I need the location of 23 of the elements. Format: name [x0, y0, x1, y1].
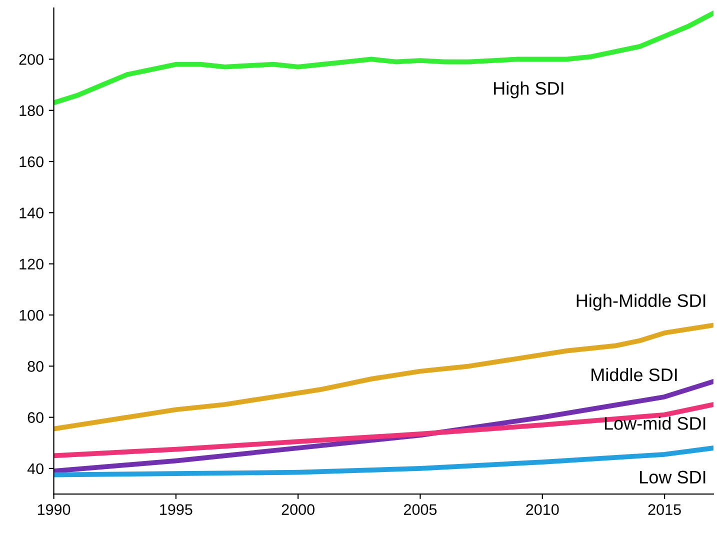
y-tick-label: 80	[28, 361, 44, 372]
y-tick-label: 200	[19, 54, 44, 65]
series-label: High-Middle SDI	[576, 294, 706, 311]
y-tick-label: 100	[20, 310, 44, 321]
series-label: Middle SDI	[592, 368, 677, 382]
series-label: High SDI	[494, 81, 564, 98]
y-tick-label: 120	[20, 258, 44, 270]
x-tick-label: 2005	[404, 504, 437, 515]
x-tick-label: 2000	[282, 504, 314, 515]
y-tick-label: 60	[28, 412, 44, 423]
y-tick-label: 40	[27, 463, 44, 474]
y-tick-label: 160	[20, 156, 44, 168]
line-series	[54, 402, 714, 458]
x-tick-label: 1995	[160, 504, 192, 515]
x-tick-label: 1990	[38, 504, 70, 515]
series-label: Low SDI	[640, 470, 706, 484]
x-tick-label: 2015	[648, 504, 681, 515]
x-tick-label: 2010	[526, 504, 559, 515]
line-series	[54, 10, 714, 106]
series-label: Low-mid SDI	[604, 416, 706, 430]
line-series	[54, 322, 714, 432]
y-tick-label: 140	[20, 208, 44, 218]
y-tick-label: 180	[20, 105, 44, 116]
